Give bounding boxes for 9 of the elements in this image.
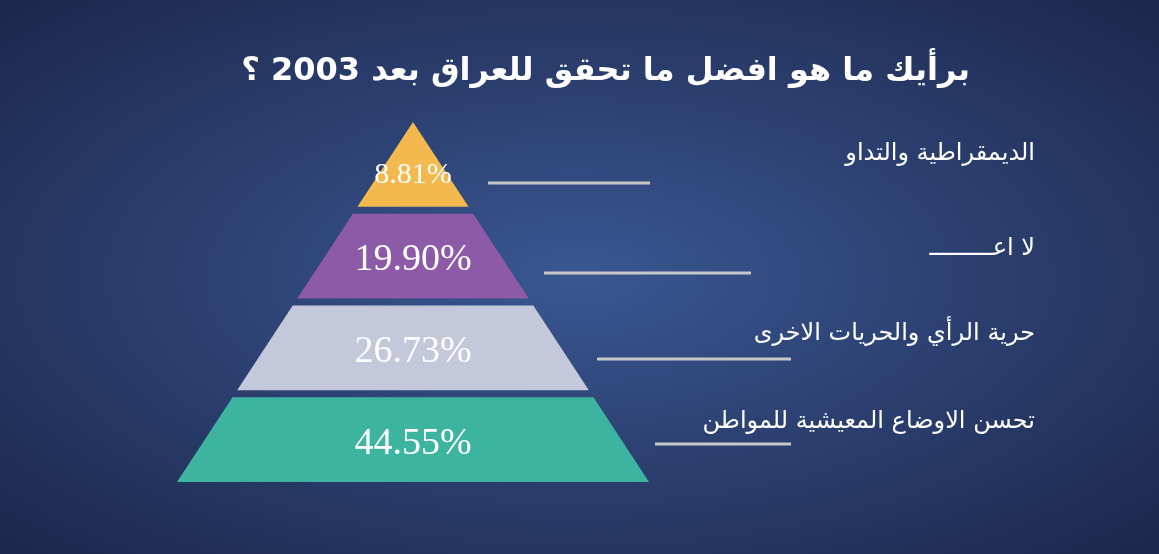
data-label: 26.73% xyxy=(354,327,472,370)
data-label: 44.55% xyxy=(354,419,472,462)
data-label: 8.81% xyxy=(374,156,452,190)
category-label: الديمقراطية والتداو xyxy=(844,138,1035,166)
text: برأيك ما هو افضل ما تحقق للعراق بعد 2003 ؟ xyxy=(241,48,970,88)
category-label: لا اعـــــــــ xyxy=(928,233,1035,261)
category-label: حرية الرأي والحريات الاخرى xyxy=(753,316,1035,346)
data-label: 19.90% xyxy=(354,236,472,279)
category-label: تحسن الاوضاع المعيشية للمواطن xyxy=(702,406,1035,434)
